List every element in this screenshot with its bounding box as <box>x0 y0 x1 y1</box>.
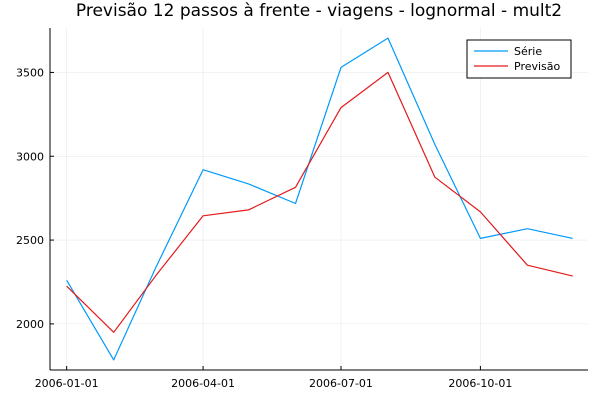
y-tick-label: 3000 <box>16 150 44 163</box>
legend: Série Previsão <box>466 39 572 79</box>
y-tick-label: 2500 <box>16 234 44 247</box>
ticks: 2006-01-01 2006-04-01 2006-07-01 2006-10-01… <box>16 66 512 390</box>
chart-title: Previsão 12 passos à frente - viagens - … <box>76 1 562 21</box>
legend-label: Série <box>514 45 542 58</box>
legend-label: Previsão <box>514 60 561 73</box>
series-lines <box>66 37 573 361</box>
y-tick-label: 2000 <box>16 318 44 331</box>
x-tick-label: 2006-04-01 <box>171 377 235 390</box>
legend-box <box>466 39 572 79</box>
x-tick-label: 2006-01-01 <box>35 377 99 390</box>
series-line-serie <box>66 37 573 361</box>
axes <box>49 28 588 371</box>
x-tick-label: 2006-10-01 <box>448 377 512 390</box>
x-tick-label: 2006-07-01 <box>309 377 373 390</box>
y-tick-label: 3500 <box>16 66 44 79</box>
grid <box>50 28 588 370</box>
series-line-previsao <box>66 71 573 333</box>
